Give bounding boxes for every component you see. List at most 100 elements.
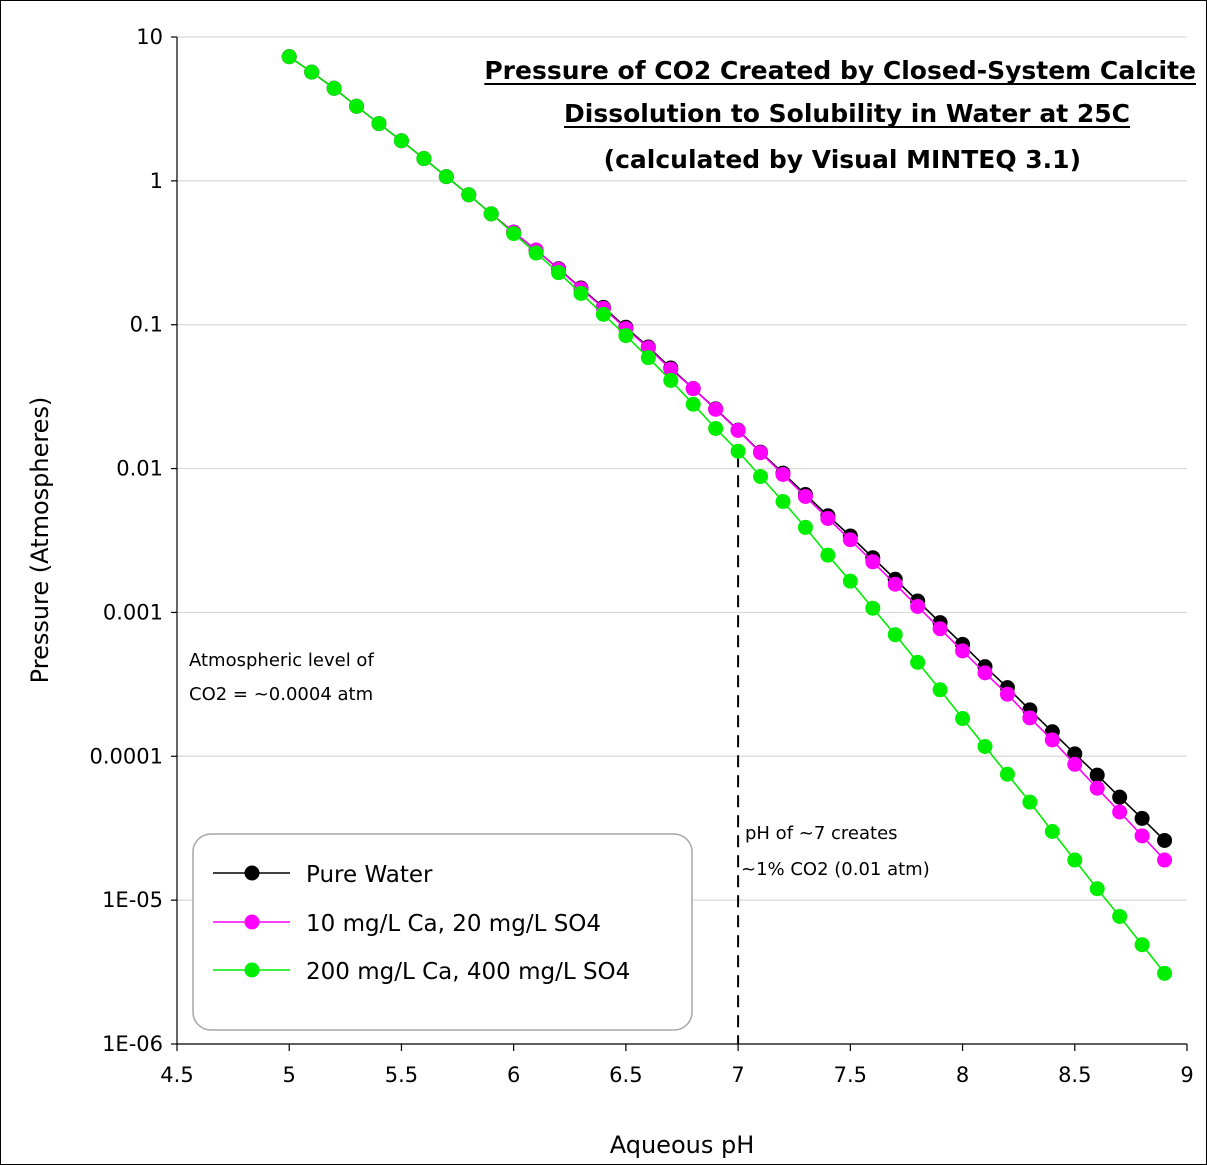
data-point — [1044, 732, 1060, 748]
data-point — [1134, 810, 1150, 826]
data-point — [977, 665, 993, 681]
data-point — [999, 686, 1015, 702]
data-point — [775, 494, 791, 510]
data-point — [371, 116, 387, 132]
y-tick-label: 1E-05 — [102, 888, 163, 912]
series-2 — [281, 49, 1173, 981]
x-tick-label: 4.5 — [160, 1063, 193, 1087]
x-axis-title: Aqueous pH — [610, 1131, 755, 1159]
x-tick-label: 7.5 — [834, 1063, 867, 1087]
legend-swatch-marker — [244, 865, 260, 881]
ph7-annotation-line-1: pH of ~7 creates — [745, 823, 898, 844]
grid-lines — [177, 36, 1187, 901]
y-tick-label: 0.1 — [130, 313, 163, 337]
data-point — [685, 396, 701, 412]
data-point — [932, 621, 948, 637]
data-point — [1089, 767, 1105, 783]
x-tick-label: 8 — [956, 1063, 969, 1087]
data-point — [820, 510, 836, 526]
chart-title-line-1: Pressure of CO2 Created by Closed-System… — [484, 56, 1196, 85]
data-point — [326, 80, 342, 96]
data-point — [1134, 828, 1150, 844]
data-point — [438, 169, 454, 185]
y-tick-labels: 10 1 0.1 0.01 0.001 0.0001 1E-05 1E-06 — [90, 25, 163, 1056]
legend-swatch-marker — [244, 962, 260, 978]
data-point — [551, 265, 567, 281]
data-point — [281, 49, 297, 65]
data-point — [910, 598, 926, 614]
x-tick-label: 7 — [731, 1063, 744, 1087]
y-tick-label: 0.0001 — [90, 744, 163, 768]
data-point — [349, 98, 365, 114]
atmospheric-annotation-line-2: CO2 = ~0.0004 atm — [189, 684, 373, 705]
data-point — [932, 682, 948, 698]
legend-swatch-marker — [244, 914, 260, 930]
data-point — [304, 64, 320, 80]
data-point — [595, 306, 611, 322]
data-point — [753, 469, 769, 485]
series-line — [288, 56, 1166, 974]
data-point — [663, 372, 679, 388]
chart-title: Pressure of CO2 Created by Closed-System… — [484, 56, 1196, 174]
data-point — [887, 627, 903, 643]
legend-item-pure-water: Pure Water — [213, 862, 433, 888]
data-point — [753, 445, 769, 461]
data-point — [910, 654, 926, 670]
legend-label: 200 mg/L Ca, 400 mg/L SO4 — [306, 959, 630, 985]
ph7-annotation: pH of ~7 creates ~1% CO2 (0.01 atm) — [741, 823, 930, 880]
legend-label: 10 mg/L Ca, 20 mg/L SO4 — [306, 911, 601, 937]
atmospheric-annotation-line-1: Atmospheric level of — [189, 650, 374, 671]
chart-title-line-3: (calculated by Visual MINTEQ 3.1) — [604, 145, 1081, 174]
y-tick-label: 10 — [136, 25, 163, 49]
legend-box — [192, 833, 693, 1031]
data-point — [1022, 794, 1038, 810]
x-tick-label: 5.5 — [385, 1063, 418, 1087]
data-point — [1022, 710, 1038, 726]
data-point — [1157, 852, 1173, 868]
data-point — [528, 245, 544, 261]
data-point — [1157, 965, 1173, 981]
data-point — [506, 226, 522, 242]
x-tick-label: 8.5 — [1058, 1063, 1091, 1087]
data-point — [1067, 756, 1083, 772]
data-point — [618, 328, 634, 344]
y-tick-label: 1 — [150, 169, 163, 193]
data-point — [887, 576, 903, 592]
data-point — [416, 151, 432, 167]
data-point — [977, 738, 993, 754]
data-point — [797, 519, 813, 535]
data-point — [483, 206, 499, 222]
x-tick-label: 9 — [1180, 1063, 1193, 1087]
data-point — [1044, 824, 1060, 840]
data-point — [708, 420, 724, 436]
legend-label: Pure Water — [306, 862, 433, 888]
legend-item-10mg-ca: 10 mg/L Ca, 20 mg/L SO4 — [213, 911, 601, 937]
ph7-annotation-line-2: ~1% CO2 (0.01 atm) — [741, 859, 930, 880]
data-series — [281, 49, 1173, 981]
data-point — [1067, 746, 1083, 762]
data-point — [730, 422, 746, 438]
data-point — [640, 350, 656, 366]
x-tick-label: 6.5 — [609, 1063, 642, 1087]
data-point — [999, 766, 1015, 782]
data-point — [573, 285, 589, 301]
data-point — [393, 133, 409, 149]
data-point — [685, 381, 701, 397]
legend: Pure Water 10 mg/L Ca, 20 mg/L SO4 200 m… — [192, 833, 693, 1031]
data-point — [775, 466, 791, 482]
data-point — [1067, 852, 1083, 868]
data-point — [1112, 908, 1128, 924]
data-point — [1089, 780, 1105, 796]
data-point — [1089, 881, 1105, 897]
data-point — [955, 643, 971, 659]
data-point — [865, 554, 881, 570]
y-tick-label: 0.01 — [116, 457, 163, 481]
data-point — [1112, 804, 1128, 820]
data-point — [1112, 789, 1128, 805]
y-tick-label: 1E-06 — [102, 1032, 163, 1056]
data-point — [1134, 937, 1150, 953]
x-tick-label: 6 — [507, 1063, 520, 1087]
data-point — [461, 187, 477, 203]
data-point — [865, 600, 881, 616]
